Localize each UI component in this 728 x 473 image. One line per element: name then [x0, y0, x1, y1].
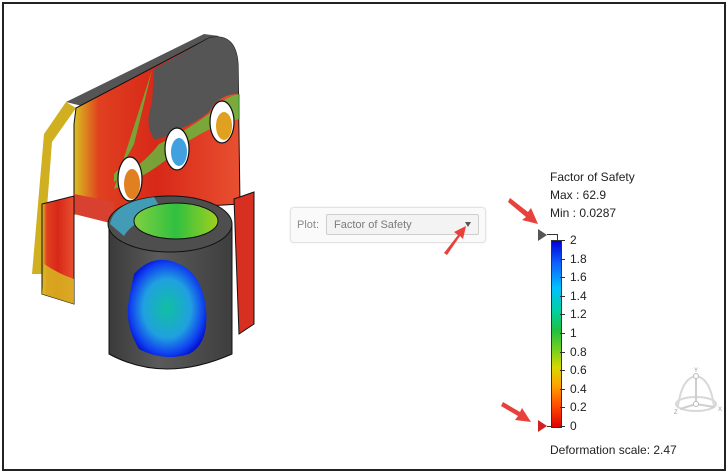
tick-mark [560, 370, 565, 372]
plot-selector-panel: Plot: Factor of Safety [290, 207, 486, 243]
tick-label: 0.2 [570, 400, 587, 415]
annotation-arrow-icon [444, 226, 466, 255]
tick-mark [560, 258, 565, 260]
tick-mark [560, 426, 565, 427]
tick-label: 0.4 [570, 381, 587, 396]
legend-title: Factor of Safety [550, 170, 635, 184]
deformation-scale-text: Deformation scale: 2.47 [550, 443, 677, 457]
tick-label: 1.6 [570, 270, 587, 285]
tick-mark [560, 277, 565, 279]
view-orientation-triad-icon[interactable]: Y Z X [668, 364, 724, 418]
chevron-down-icon[interactable] [465, 222, 471, 227]
tick-label: 0 [570, 419, 577, 433]
lower-limit-slider-handle[interactable] [538, 420, 547, 432]
axis-y-label: Y [694, 368, 698, 374]
annotation-arrow-icon [501, 402, 531, 422]
tick-label: 2 [570, 233, 577, 247]
tick-mark [560, 388, 565, 390]
upper-limit-slider-handle[interactable] [538, 229, 547, 241]
tick-mark [560, 407, 565, 409]
tick-label: 1.2 [570, 307, 587, 322]
tick-mark [560, 240, 565, 241]
legend-max-value: Max : 62.9 [550, 188, 607, 202]
tick-mark [560, 351, 565, 353]
plot-label: Plot: [297, 219, 320, 231]
tick-label: 1.8 [570, 251, 587, 266]
annotation-arrow-icon [508, 198, 538, 224]
axis-z-label: Z [674, 410, 678, 416]
tick-mark [560, 314, 565, 316]
tick-label: 0.6 [570, 363, 587, 378]
axis-x-label: X [718, 407, 722, 413]
fea-model-render[interactable] [14, 24, 284, 384]
color-scale-bar [551, 240, 562, 428]
tick-label: 1 [570, 326, 577, 340]
3d-viewport[interactable]: Plot: Factor of Safety Factor of Safety … [4, 4, 724, 469]
tick-mark [560, 333, 565, 334]
plot-type-value: Factor of Safety [334, 219, 412, 231]
lower-limit-connector [547, 426, 552, 427]
factor-of-safety-legend: Factor of Safety Max : 62.9 Min : 0.0287… [536, 170, 716, 470]
tick-mark [560, 295, 565, 297]
tick-label: 1.4 [570, 288, 587, 303]
tick-label: 0.8 [570, 344, 587, 359]
plot-type-dropdown[interactable]: Factor of Safety [326, 214, 479, 235]
upper-limit-connector [547, 234, 558, 241]
legend-min-value: Min : 0.0287 [550, 206, 617, 220]
